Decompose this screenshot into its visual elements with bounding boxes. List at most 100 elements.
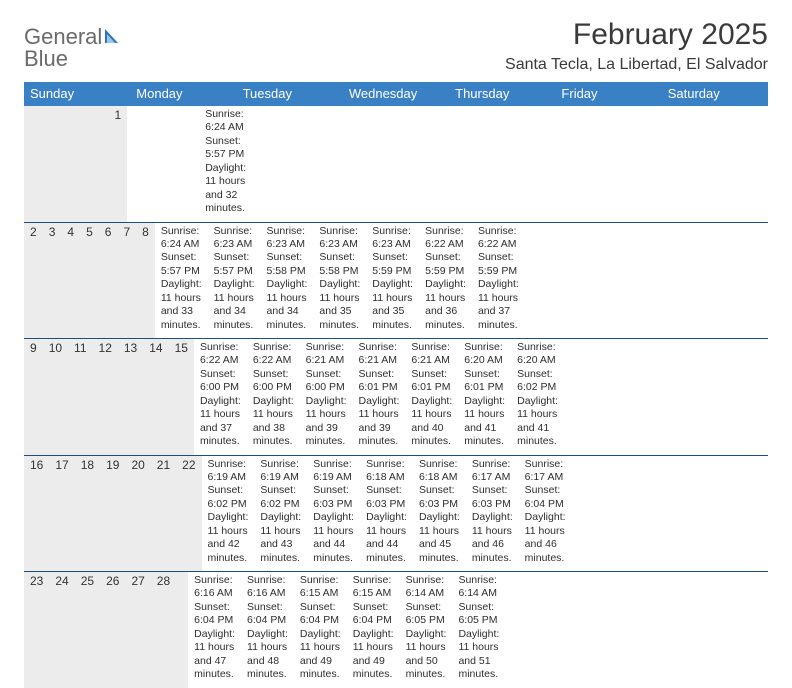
logo-sail-icon (104, 26, 124, 48)
day-details (505, 572, 517, 688)
day-detail-line: Sunset: 6:05 PM (458, 601, 499, 628)
day-detail-line: Sunset: 6:01 PM (359, 368, 400, 395)
day-detail-line: and 49 minutes. (353, 655, 394, 682)
day-detail-line: and 44 minutes. (366, 538, 407, 565)
day-body-row: Sunrise: 6:22 AMSunset: 6:00 PMDaylight:… (194, 339, 564, 455)
day-detail-line: Sunrise: 6:21 AM (359, 341, 400, 368)
day-number: 17 (49, 456, 74, 572)
day-number-row: 16171819202122 (24, 456, 202, 572)
day-details: Sunrise: 6:16 AMSunset: 6:04 PMDaylight:… (241, 572, 294, 688)
day-detail-line: and 47 minutes. (194, 655, 235, 682)
day-details: Sunrise: 6:16 AMSunset: 6:04 PMDaylight:… (188, 572, 241, 688)
day-detail-line: and 35 minutes. (372, 305, 413, 332)
day-detail-line: Sunrise: 6:23 AM (372, 225, 413, 252)
day-details (127, 106, 139, 222)
day-detail-line: and 37 minutes. (200, 422, 241, 449)
day-detail-line: Daylight: 11 hours (419, 511, 460, 538)
day-detail-line: Sunset: 5:57 PM (161, 251, 202, 278)
day-details (163, 106, 175, 222)
day-detail-line: Daylight: 11 hours (478, 278, 519, 305)
day-details: Sunrise: 6:24 AMSunset: 5:57 PMDaylight:… (199, 106, 252, 222)
day-detail-line: Sunset: 6:01 PM (464, 368, 505, 395)
day-number: 4 (61, 223, 80, 339)
day-details: Sunrise: 6:23 AMSunset: 5:57 PMDaylight:… (208, 223, 261, 339)
day-detail-line: Sunrise: 6:22 AM (253, 341, 294, 368)
day-detail-line: and 36 minutes. (425, 305, 466, 332)
day-detail-line: Daylight: 11 hours (525, 511, 566, 538)
day-detail-line: Daylight: 11 hours (253, 395, 294, 422)
day-detail-line: Sunrise: 6:21 AM (306, 341, 347, 368)
day-details: Sunrise: 6:22 AMSunset: 5:59 PMDaylight:… (472, 223, 525, 339)
day-details: Sunrise: 6:23 AMSunset: 5:58 PMDaylight:… (313, 223, 366, 339)
calendar-grid: Sunday Monday Tuesday Wednesday Thursday… (24, 82, 768, 688)
dow-monday: Monday (130, 82, 236, 106)
day-number: 23 (24, 572, 49, 688)
day-detail-line: Daylight: 11 hours (214, 278, 255, 305)
day-detail-line: Daylight: 11 hours (517, 395, 558, 422)
day-detail-line: Sunset: 5:57 PM (205, 135, 246, 162)
day-detail-line: Sunset: 6:02 PM (260, 484, 301, 511)
dow-wednesday: Wednesday (343, 82, 449, 106)
day-detail-line: Daylight: 11 hours (247, 628, 288, 655)
dow-thursday: Thursday (449, 82, 555, 106)
day-number: 7 (117, 223, 136, 339)
day-detail-line: and 49 minutes. (300, 655, 341, 682)
day-detail-line: and 44 minutes. (313, 538, 354, 565)
day-details: Sunrise: 6:24 AMSunset: 5:57 PMDaylight:… (155, 223, 208, 339)
day-detail-line: Sunrise: 6:20 AM (464, 341, 505, 368)
title-block: February 2025 Santa Tecla, La Libertad, … (505, 18, 768, 74)
day-details: Sunrise: 6:20 AMSunset: 6:01 PMDaylight:… (458, 339, 511, 455)
day-detail-line: Sunset: 6:02 PM (208, 484, 249, 511)
day-number: 22 (176, 456, 201, 572)
day-detail-line: Sunset: 6:00 PM (200, 368, 241, 395)
calendar-week: 16171819202122Sunrise: 6:19 AMSunset: 6:… (24, 455, 768, 572)
day-details: Sunrise: 6:22 AMSunset: 5:59 PMDaylight:… (419, 223, 472, 339)
day-detail-line: and 45 minutes. (419, 538, 460, 565)
day-detail-line: Sunrise: 6:15 AM (353, 574, 394, 601)
day-detail-line: Sunrise: 6:24 AM (205, 108, 246, 135)
page-title: February 2025 (505, 18, 768, 52)
calendar-week: 1Sunrise: 6:24 AMSunset: 5:57 PMDaylight… (24, 106, 768, 222)
day-detail-line: Sunrise: 6:22 AM (200, 341, 241, 368)
day-detail-line: and 38 minutes. (253, 422, 294, 449)
day-detail-line: Sunrise: 6:16 AM (194, 574, 235, 601)
day-number: 9 (24, 339, 43, 455)
day-details (175, 106, 187, 222)
day-details: Sunrise: 6:19 AMSunset: 6:03 PMDaylight:… (307, 456, 360, 572)
day-number (52, 106, 66, 222)
day-detail-line: Daylight: 11 hours (260, 511, 301, 538)
calendar-week: 9101112131415Sunrise: 6:22 AMSunset: 6:0… (24, 338, 768, 455)
day-detail-line: Sunrise: 6:18 AM (366, 458, 407, 485)
day-detail-line: and 32 minutes. (205, 189, 246, 216)
day-detail-line: Sunset: 6:00 PM (253, 368, 294, 395)
day-details: Sunrise: 6:17 AMSunset: 6:04 PMDaylight:… (519, 456, 572, 572)
day-detail-line: Sunset: 5:59 PM (425, 251, 466, 278)
day-detail-line: and 50 minutes. (406, 655, 447, 682)
day-detail-line: Sunrise: 6:17 AM (472, 458, 513, 485)
day-detail-line: and 37 minutes. (478, 305, 519, 332)
day-number: 3 (43, 223, 62, 339)
day-detail-line: Sunrise: 6:19 AM (313, 458, 354, 485)
day-detail-line: and 46 minutes. (525, 538, 566, 565)
day-detail-line: Sunset: 6:05 PM (406, 601, 447, 628)
day-detail-line: Sunrise: 6:15 AM (300, 574, 341, 601)
day-detail-line: Sunset: 5:59 PM (478, 251, 519, 278)
day-detail-line: and 33 minutes. (161, 305, 202, 332)
day-number: 16 (24, 456, 49, 572)
day-detail-line: Daylight: 11 hours (205, 162, 246, 189)
day-detail-line: Sunset: 5:58 PM (319, 251, 360, 278)
day-detail-line: Sunset: 6:04 PM (194, 601, 235, 628)
logo: General Blue (24, 18, 124, 70)
dow-sunday: Sunday (24, 82, 130, 106)
day-details: Sunrise: 6:21 AMSunset: 6:01 PMDaylight:… (405, 339, 458, 455)
day-number: 24 (49, 572, 74, 688)
page-header: General Blue February 2025 Santa Tecla, … (24, 18, 768, 74)
day-detail-line: Daylight: 11 hours (366, 511, 407, 538)
day-detail-line: Sunset: 6:03 PM (366, 484, 407, 511)
day-number: 6 (99, 223, 118, 339)
day-number: 21 (151, 456, 176, 572)
day-details (151, 106, 163, 222)
day-detail-line: and 39 minutes. (359, 422, 400, 449)
day-number: 20 (125, 456, 150, 572)
day-number-row: 9101112131415 (24, 339, 194, 455)
